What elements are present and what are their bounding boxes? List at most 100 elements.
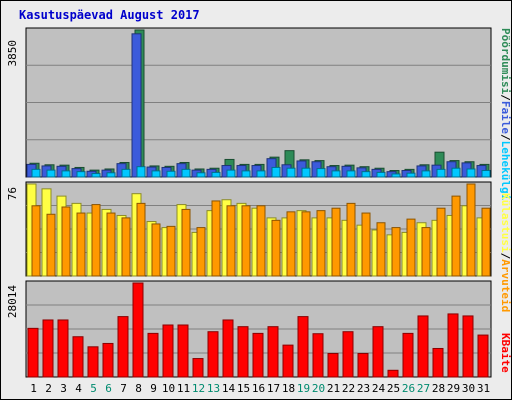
legend-visitors: Arvuteid [499, 259, 512, 312]
day-label-13: 13 [207, 382, 220, 395]
bar-kbytes-30 [462, 315, 474, 378]
bar-kbytes-8 [132, 282, 144, 378]
day-label-26: 26 [402, 382, 415, 395]
bar-visitors-31 [481, 207, 491, 277]
bar-kbytes-20 [312, 333, 324, 378]
bar-pages-25 [391, 173, 401, 178]
bar-visitors-26 [406, 218, 416, 277]
bar-visitors-16 [256, 205, 266, 277]
bar-visitors-27 [421, 227, 431, 277]
panel-visits-visitors [25, 181, 492, 277]
day-label-18: 18 [282, 382, 295, 395]
bar-pages-27 [421, 170, 431, 178]
legend-visits: Külastusi [499, 193, 512, 253]
chart-title: Kasutuspäevad August 2017 [19, 8, 200, 22]
bar-files-8 [131, 33, 142, 178]
bar-pages-31 [481, 170, 491, 178]
bar-kbytes-7 [117, 316, 129, 378]
bar-pages-26 [406, 172, 416, 178]
bar-pages-30 [466, 168, 476, 178]
bar-kbytes-17 [267, 326, 279, 378]
bar-pages-8 [136, 166, 146, 178]
day-label-31: 31 [477, 382, 490, 395]
bar-pages-23 [361, 171, 371, 178]
day-label-7: 7 [120, 382, 127, 395]
legend-sep-1: / [499, 94, 512, 101]
top-axis-max-label: 3850 [6, 40, 19, 67]
day-label-19: 19 [297, 382, 310, 395]
bar-pages-9 [151, 170, 161, 178]
bar-pages-18 [286, 167, 296, 178]
mid-axis-max-label: 76 [6, 187, 19, 200]
bar-kbytes-13 [207, 331, 219, 378]
bar-kbytes-28 [432, 347, 444, 378]
bar-visitors-9 [151, 223, 161, 277]
bar-pages-2 [46, 169, 56, 178]
day-label-11: 11 [177, 382, 190, 395]
bar-kbytes-18 [282, 344, 294, 378]
bar-visitors-15 [241, 205, 251, 277]
day-label-28: 28 [432, 382, 445, 395]
bar-kbytes-25 [387, 369, 399, 378]
bar-visitors-5 [91, 204, 101, 277]
bar-pages-10 [166, 170, 176, 178]
bar-kbytes-22 [342, 331, 354, 378]
bar-pages-22 [346, 170, 356, 178]
bar-visitors-18 [286, 211, 296, 277]
day-label-2: 2 [45, 382, 52, 395]
panel-kbytes [25, 280, 492, 378]
legend-middle: Külastusi/Arvuteid [499, 193, 512, 312]
bar-pages-24 [376, 171, 386, 178]
bar-pages-5 [91, 173, 101, 178]
day-label-27: 27 [417, 382, 430, 395]
bar-kbytes-5 [87, 346, 99, 378]
bar-visitors-20 [316, 210, 326, 277]
bar-kbytes-14 [222, 319, 234, 378]
bar-kbytes-26 [402, 332, 414, 378]
day-label-30: 30 [462, 382, 475, 395]
bar-kbytes-27 [417, 315, 429, 378]
bar-visitors-13 [211, 200, 221, 277]
bar-pages-11 [181, 168, 191, 178]
day-label-6: 6 [105, 382, 112, 395]
day-label-16: 16 [252, 382, 265, 395]
bar-visitors-30 [466, 183, 476, 277]
bar-pages-14 [226, 169, 236, 178]
legend-hits: Pöördumisi [499, 28, 512, 95]
day-label-20: 20 [312, 382, 325, 395]
bar-kbytes-4 [72, 336, 84, 378]
day-label-5: 5 [90, 382, 97, 395]
day-label-22: 22 [342, 382, 355, 395]
bar-visitors-22 [346, 202, 356, 277]
legend-kbytes: KBaite [499, 333, 512, 373]
bar-pages-28 [436, 168, 446, 178]
day-label-14: 14 [222, 382, 236, 395]
bar-visitors-3 [61, 206, 71, 277]
day-label-9: 9 [150, 382, 157, 395]
day-label-12: 12 [192, 382, 205, 395]
bar-kbytes-12 [192, 358, 204, 378]
bar-kbytes-29 [447, 313, 459, 378]
bar-kbytes-11 [177, 324, 189, 378]
legend-files: Faile [499, 101, 512, 134]
bar-pages-7 [121, 168, 131, 178]
bar-visitors-19 [301, 211, 311, 277]
bar-pages-12 [196, 172, 206, 178]
day-label-4: 4 [75, 382, 82, 395]
bar-visitors-7 [121, 217, 131, 277]
bar-visitors-8 [136, 202, 146, 277]
day-label-3: 3 [60, 382, 67, 395]
legend-pages: Lehekülgi [499, 141, 512, 201]
bar-pages-16 [256, 170, 266, 178]
bar-visitors-23 [361, 212, 371, 277]
day-label-15: 15 [237, 382, 250, 395]
bar-pages-17 [271, 166, 281, 178]
day-label-24: 24 [372, 382, 386, 395]
bar-pages-4 [76, 171, 86, 178]
bar-kbytes-6 [102, 342, 114, 378]
day-label-17: 17 [267, 382, 280, 395]
bar-visitors-1 [31, 205, 41, 277]
bar-kbytes-23 [357, 353, 369, 378]
day-label-10: 10 [162, 382, 175, 395]
